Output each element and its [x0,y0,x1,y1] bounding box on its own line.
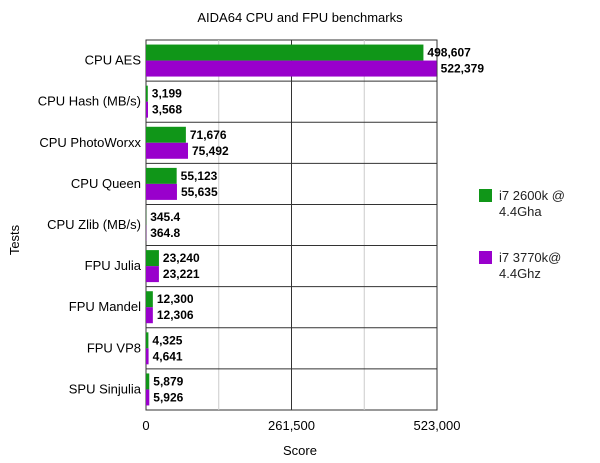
category-label: FPU VP8 [87,340,141,355]
x-tick-labels: 0 261,500 523,000 [142,418,460,433]
category-label: FPU Mandel [69,299,141,314]
data-label: 12,300 [157,292,194,306]
bar [146,389,150,406]
legend-label: i7 2600k @4.4Gha [499,188,565,219]
x-tick-label: 261,500 [268,418,315,433]
bar [146,126,186,143]
bar [146,60,437,77]
category-label: SPU Sinjulia [69,381,142,396]
data-label: 71,676 [190,128,227,142]
data-label: 522,379 [441,62,485,76]
bar [146,44,424,61]
bar [146,332,149,349]
legend-swatch [479,189,492,202]
data-label: 345.4 [150,210,180,224]
bar [146,183,177,200]
category-label: CPU Zlib (MB/s) [47,217,141,232]
bar [146,307,153,324]
data-label: 3,568 [152,103,182,117]
legend-label: i7 3770k@ 4.4Ghz [499,250,561,281]
x-axis-label: Score [283,443,317,458]
bar [146,250,159,267]
data-label: 23,240 [163,251,200,265]
bar [146,291,153,308]
data-label: 75,492 [192,144,229,158]
category-label: CPU Queen [71,176,141,191]
data-label: 55,635 [181,185,218,199]
x-tick-label: 0 [142,418,149,433]
y-axis-label: Tests [7,224,22,255]
x-tick-label: 523,000 [414,418,461,433]
data-label: 12,306 [157,308,194,322]
data-label: 498,607 [427,46,471,60]
data-label: 4,641 [153,349,183,363]
bars: 498,607 522,379 3,199 3,568 71,676 75,492 55,1… [146,44,485,406]
category-label: CPU Hash (MB/s) [38,94,141,109]
bar [146,85,148,102]
bar [146,142,189,159]
category-label: CPU PhotoWorxx [39,135,141,150]
legend-swatch [479,251,492,264]
category-label: CPU AES [85,53,142,68]
bar [146,167,177,184]
legend: i7 2600k @4.4Gha i7 3770k@ 4.4Ghz [479,188,565,281]
chart-title: AIDA64 CPU and FPU benchmarks [197,10,403,25]
bar [146,101,148,118]
data-label: 4,325 [152,333,182,347]
bar [146,266,159,283]
category-labels: CPU AES CPU Hash (MB/s) CPU PhotoWorxx CPU … [38,53,142,397]
data-label: 5,926 [153,390,183,404]
data-label: 5,879 [153,374,183,388]
data-label: 55,123 [181,169,218,183]
bar [146,373,150,390]
category-label: FPU Julia [85,258,142,273]
grid [145,39,438,411]
bar [146,348,149,365]
data-label: 23,221 [163,267,200,281]
data-label: 3,199 [152,87,182,101]
data-label: 364.8 [150,226,180,240]
